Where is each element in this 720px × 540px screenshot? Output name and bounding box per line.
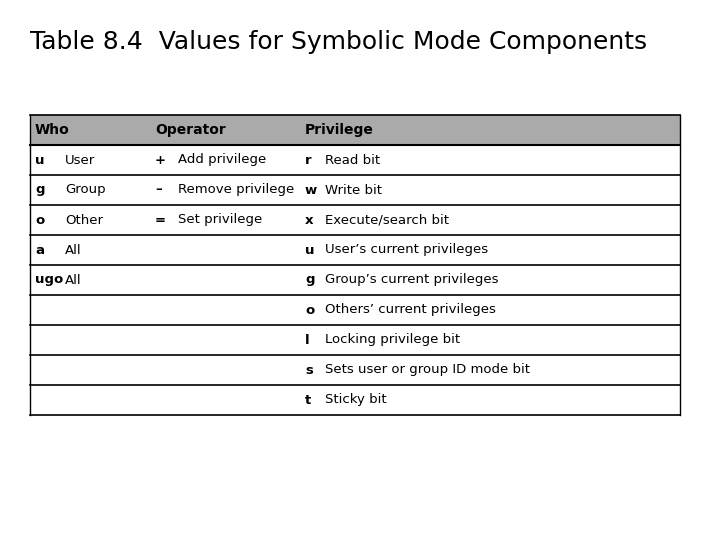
Text: All: All (65, 244, 81, 256)
Text: Add privilege: Add privilege (178, 153, 266, 166)
Text: w: w (305, 184, 318, 197)
Text: Who: Who (35, 123, 70, 137)
Text: l: l (305, 334, 310, 347)
Text: Read bit: Read bit (325, 153, 380, 166)
Text: s: s (305, 363, 313, 376)
Text: r: r (305, 153, 312, 166)
Text: x: x (305, 213, 313, 226)
Text: +: + (155, 153, 166, 166)
Text: All: All (65, 273, 81, 287)
Text: User’s current privileges: User’s current privileges (325, 244, 488, 256)
Text: Other: Other (65, 213, 103, 226)
Text: ugo: ugo (35, 273, 63, 287)
Text: g: g (35, 184, 45, 197)
Text: Table 8.4  Values for Symbolic Mode Components: Table 8.4 Values for Symbolic Mode Compo… (30, 30, 647, 54)
Text: o: o (305, 303, 314, 316)
Text: Sets user or group ID mode bit: Sets user or group ID mode bit (325, 363, 530, 376)
Text: Remove privilege: Remove privilege (178, 184, 294, 197)
Text: Write bit: Write bit (325, 184, 382, 197)
Text: User: User (65, 153, 95, 166)
Bar (30, 115, 680, 145)
Text: Group’s current privileges: Group’s current privileges (325, 273, 498, 287)
Text: u: u (35, 153, 45, 166)
Text: Sticky bit: Sticky bit (325, 394, 387, 407)
Text: Others’ current privileges: Others’ current privileges (325, 303, 496, 316)
Text: t: t (305, 394, 311, 407)
Text: =: = (155, 213, 166, 226)
Text: o: o (35, 213, 44, 226)
Text: Execute/search bit: Execute/search bit (325, 213, 449, 226)
Text: Locking privilege bit: Locking privilege bit (325, 334, 460, 347)
Text: Group: Group (65, 184, 106, 197)
Text: –: – (155, 184, 162, 197)
Text: Set privilege: Set privilege (178, 213, 262, 226)
Text: a: a (35, 244, 44, 256)
Text: Operator: Operator (155, 123, 226, 137)
Text: u: u (305, 244, 315, 256)
Text: Privilege: Privilege (305, 123, 374, 137)
Text: g: g (305, 273, 315, 287)
